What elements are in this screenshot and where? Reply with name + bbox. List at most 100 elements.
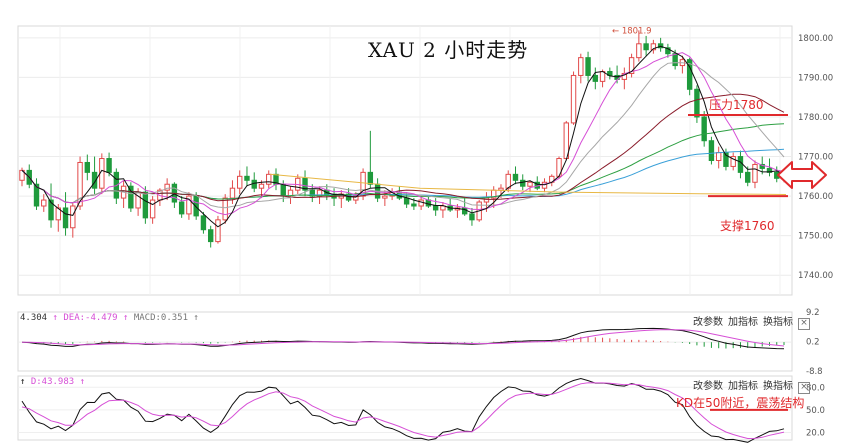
candle-body bbox=[432, 205, 439, 211]
candle-body bbox=[229, 187, 236, 199]
price-panel-frame bbox=[17, 25, 793, 296]
macd-ytick-label: 0.2 bbox=[806, 338, 820, 348]
candle-body bbox=[730, 156, 736, 167]
candle-body bbox=[585, 57, 591, 76]
price-ytick-label: 1780.00 bbox=[798, 113, 833, 123]
candle-body bbox=[701, 116, 707, 142]
kd-add-indicator-button[interactable]: 加指标 bbox=[728, 381, 758, 392]
macd-switch-indicator-button[interactable]: 换指标 bbox=[763, 317, 793, 328]
macd-panel-frame bbox=[17, 311, 793, 372]
candle-body bbox=[207, 229, 214, 243]
kd-panel-frame bbox=[17, 375, 793, 441]
candle-body bbox=[650, 43, 657, 51]
macd-value: MACD:0.351 bbox=[133, 313, 188, 323]
price-ytick-label: 1770.00 bbox=[798, 153, 833, 163]
candle-body bbox=[505, 173, 511, 189]
candle-body bbox=[628, 57, 635, 74]
candle-body bbox=[592, 74, 599, 82]
candle-body bbox=[258, 183, 265, 189]
macd-panel-buttons: 改参数 加指标 换指标 × bbox=[688, 313, 810, 330]
candle-body bbox=[266, 173, 272, 185]
kd-header: ↑ D:43.983 ↑ bbox=[20, 377, 86, 387]
kd-switch-indicator-button[interactable]: 换指标 bbox=[763, 381, 793, 392]
candle-body bbox=[403, 197, 410, 205]
candle-body bbox=[527, 181, 533, 187]
macd-change-params-button[interactable]: 改参数 bbox=[693, 317, 723, 328]
candle-body bbox=[440, 205, 446, 211]
macd-dif-value: 4.304 bbox=[20, 313, 48, 323]
candle-body bbox=[512, 173, 519, 181]
candle-body bbox=[186, 195, 192, 215]
ma-black-line bbox=[21, 45, 785, 228]
macd-dif-line bbox=[21, 327, 785, 350]
candle-body bbox=[164, 183, 170, 191]
ma-green-line bbox=[21, 123, 785, 204]
candle-body bbox=[222, 197, 228, 221]
candle-body bbox=[665, 47, 671, 55]
candle-body bbox=[643, 43, 649, 51]
candle-body bbox=[280, 183, 286, 197]
candle-body bbox=[715, 152, 722, 162]
ma-gray-line bbox=[21, 62, 785, 209]
kd-change-params-button[interactable]: 改参数 bbox=[693, 381, 723, 392]
candle-body bbox=[62, 207, 69, 229]
kd-ytick-label: 80.0 bbox=[806, 383, 825, 393]
candle-body bbox=[752, 163, 758, 183]
price-ytick-label: 1750.00 bbox=[798, 232, 833, 242]
candle-body bbox=[382, 195, 388, 199]
peak-label: ← 1801.9 bbox=[612, 26, 652, 36]
candle-body bbox=[200, 215, 207, 231]
direction-arrow-icon bbox=[777, 161, 827, 189]
price-ytick-label: 1790.00 bbox=[798, 73, 833, 83]
support-label: 支撑1760 bbox=[720, 219, 775, 233]
candle-body bbox=[737, 156, 744, 173]
candle-body bbox=[498, 187, 504, 191]
candle-body bbox=[302, 177, 308, 191]
candle-body bbox=[19, 169, 25, 181]
candle-body bbox=[215, 219, 221, 243]
macd-dea-value: DEA:-4.479 bbox=[63, 313, 118, 323]
price-ytick-label: 1800.00 bbox=[798, 34, 833, 44]
kd-k-line bbox=[21, 377, 785, 443]
candle-body bbox=[745, 171, 751, 183]
candle-body bbox=[287, 189, 294, 197]
candle-body bbox=[128, 185, 134, 209]
resistance-label: 压力1780 bbox=[709, 98, 764, 112]
kd-panel-buttons: 改参数 加指标 换指标 × bbox=[688, 377, 810, 394]
candle-body bbox=[84, 161, 91, 173]
candle-body bbox=[657, 43, 664, 49]
candle-body bbox=[142, 191, 149, 219]
candle-body bbox=[367, 171, 374, 185]
kd-d-value: D:43.983 bbox=[30, 377, 75, 387]
macd-ytick-label: 9.2 bbox=[806, 308, 820, 318]
candle-body bbox=[541, 181, 548, 189]
candle-body bbox=[237, 175, 243, 189]
kd-close-icon[interactable]: × bbox=[798, 382, 810, 394]
candle-body bbox=[91, 171, 98, 189]
candle-body bbox=[418, 199, 424, 207]
candle-body bbox=[686, 59, 693, 90]
macd-close-icon[interactable]: × bbox=[798, 318, 810, 330]
candle-body bbox=[193, 195, 199, 217]
candle-body bbox=[106, 158, 112, 173]
candle-body bbox=[411, 203, 417, 207]
candle-body bbox=[708, 140, 715, 161]
macd-header: 4.304 ↑ DEA:-4.479 ↑ MACD:0.351 ↑ bbox=[20, 313, 199, 323]
kd-note: KD在50附近，震荡结构 bbox=[676, 396, 805, 410]
ma-magenta-line bbox=[21, 52, 785, 216]
candle-body bbox=[759, 163, 765, 169]
candle-body bbox=[244, 175, 250, 181]
price-ytick-label: 1760.00 bbox=[798, 192, 833, 202]
candle-body bbox=[672, 53, 678, 67]
chart-title: XAU 2 小时走势 bbox=[368, 38, 529, 62]
ma-orange-line bbox=[269, 173, 787, 195]
candle-body bbox=[694, 88, 700, 118]
macd-dea-line bbox=[22, 329, 785, 347]
candle-body bbox=[178, 201, 185, 215]
kd-ytick-label: 50.0 bbox=[806, 406, 825, 416]
candle-body bbox=[425, 199, 432, 207]
candle-body bbox=[77, 161, 83, 207]
candle-body bbox=[570, 74, 577, 124]
macd-add-indicator-button[interactable]: 加指标 bbox=[728, 317, 758, 328]
